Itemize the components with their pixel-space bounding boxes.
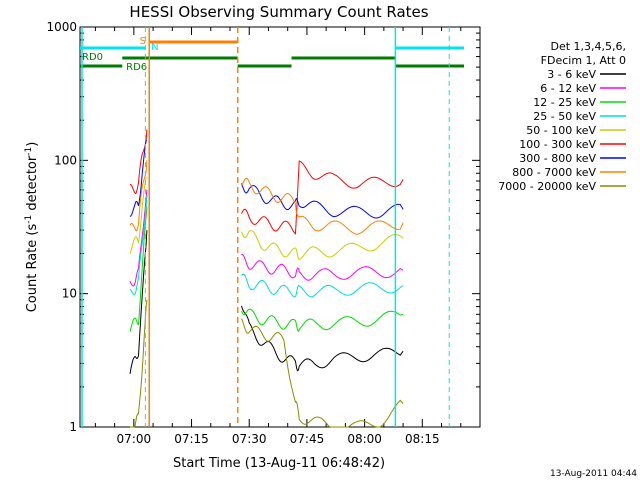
series-line-3-6-kev bbox=[241, 305, 404, 372]
y-tick-label: 1000 bbox=[46, 20, 77, 34]
series-line-25-50-kev bbox=[241, 273, 404, 298]
x-tick-label: 08:15 bbox=[405, 432, 440, 446]
legend-entry-label: 50 - 100 keV bbox=[526, 124, 596, 137]
plot-area-frame bbox=[79, 26, 481, 428]
series-line-50-100-kev bbox=[129, 176, 148, 254]
series-line-100-300-kev bbox=[129, 129, 148, 195]
series-line-6-12-kev bbox=[129, 189, 148, 287]
legend-entry-label: 800 - 7000 keV bbox=[512, 166, 596, 179]
legend-entry-label: 100 - 300 keV bbox=[519, 138, 596, 151]
series-line-25-50-kev bbox=[129, 194, 148, 296]
legend-header: Det 1,3,4,5,6, bbox=[550, 40, 626, 53]
series-line-800-7000-kev bbox=[129, 160, 148, 232]
series-line-300-800-kev bbox=[241, 183, 404, 219]
x-axis-label: Start Time (13-Aug-11 06:48:42) bbox=[173, 456, 385, 471]
chart-title: HESSI Observing Summary Count Rates bbox=[129, 3, 428, 21]
series-lines bbox=[129, 129, 404, 428]
flag-label: N bbox=[151, 42, 158, 53]
y-axis-label: Count Rate (s-1 detector-1) bbox=[24, 142, 40, 313]
x-tick-label: 07:00 bbox=[117, 432, 152, 446]
legend-entry-label: 300 - 800 keV bbox=[519, 152, 596, 165]
x-tick-label: 07:45 bbox=[290, 432, 325, 446]
legend-entry-label: 25 - 50 keV bbox=[533, 110, 596, 123]
series-line-6-12-kev bbox=[241, 254, 404, 281]
series-line-50-100-kev bbox=[241, 230, 404, 261]
x-tick-label: 07:15 bbox=[174, 432, 209, 446]
x-tick-label: 07:30 bbox=[232, 432, 267, 446]
x-tick-label: 08:00 bbox=[347, 432, 382, 446]
legend-entry-label: 12 - 25 keV bbox=[533, 96, 596, 109]
y-tick-label: 1 bbox=[69, 420, 77, 434]
legend-entry-label: 7000 - 20000 keV bbox=[498, 180, 596, 193]
event-markers bbox=[81, 27, 450, 427]
series-line-800-7000-kev bbox=[241, 177, 404, 235]
timestamp: 13-Aug-2011 04:44 bbox=[550, 469, 637, 479]
series-line-100-300-kev bbox=[241, 160, 404, 236]
legend-header: FDecim 1, Att 0 bbox=[541, 54, 626, 67]
y-tick-label: 100 bbox=[54, 153, 77, 167]
y-tick-label: 10 bbox=[62, 287, 77, 301]
y-axis: 1 10 100 1000 bbox=[46, 20, 480, 434]
legend: Det 1,3,4,5,6,FDecim 1, Att 03 - 6 keV6 … bbox=[498, 40, 626, 193]
series-line-300-800-kev bbox=[129, 139, 148, 217]
x-axis: 07:00 07:15 07:30 07:45 08:00 08:15 bbox=[94, 27, 462, 446]
legend-entry-label: 3 - 6 keV bbox=[547, 68, 596, 81]
status-flags: SN RD0 RD6 bbox=[80, 36, 464, 73]
series-line-7000-20000-kev bbox=[130, 299, 148, 428]
series-line-3-6-kev bbox=[129, 230, 148, 374]
flag-label: RD0 bbox=[82, 52, 103, 63]
legend-entry-label: 6 - 12 keV bbox=[540, 82, 596, 95]
series-line-7000-20000-kev bbox=[241, 318, 404, 428]
series-line-12-25-kev bbox=[241, 308, 404, 333]
series-line-12-25-kev bbox=[129, 206, 148, 332]
flag-label: S bbox=[140, 36, 146, 47]
flag-label: RD6 bbox=[126, 62, 147, 73]
